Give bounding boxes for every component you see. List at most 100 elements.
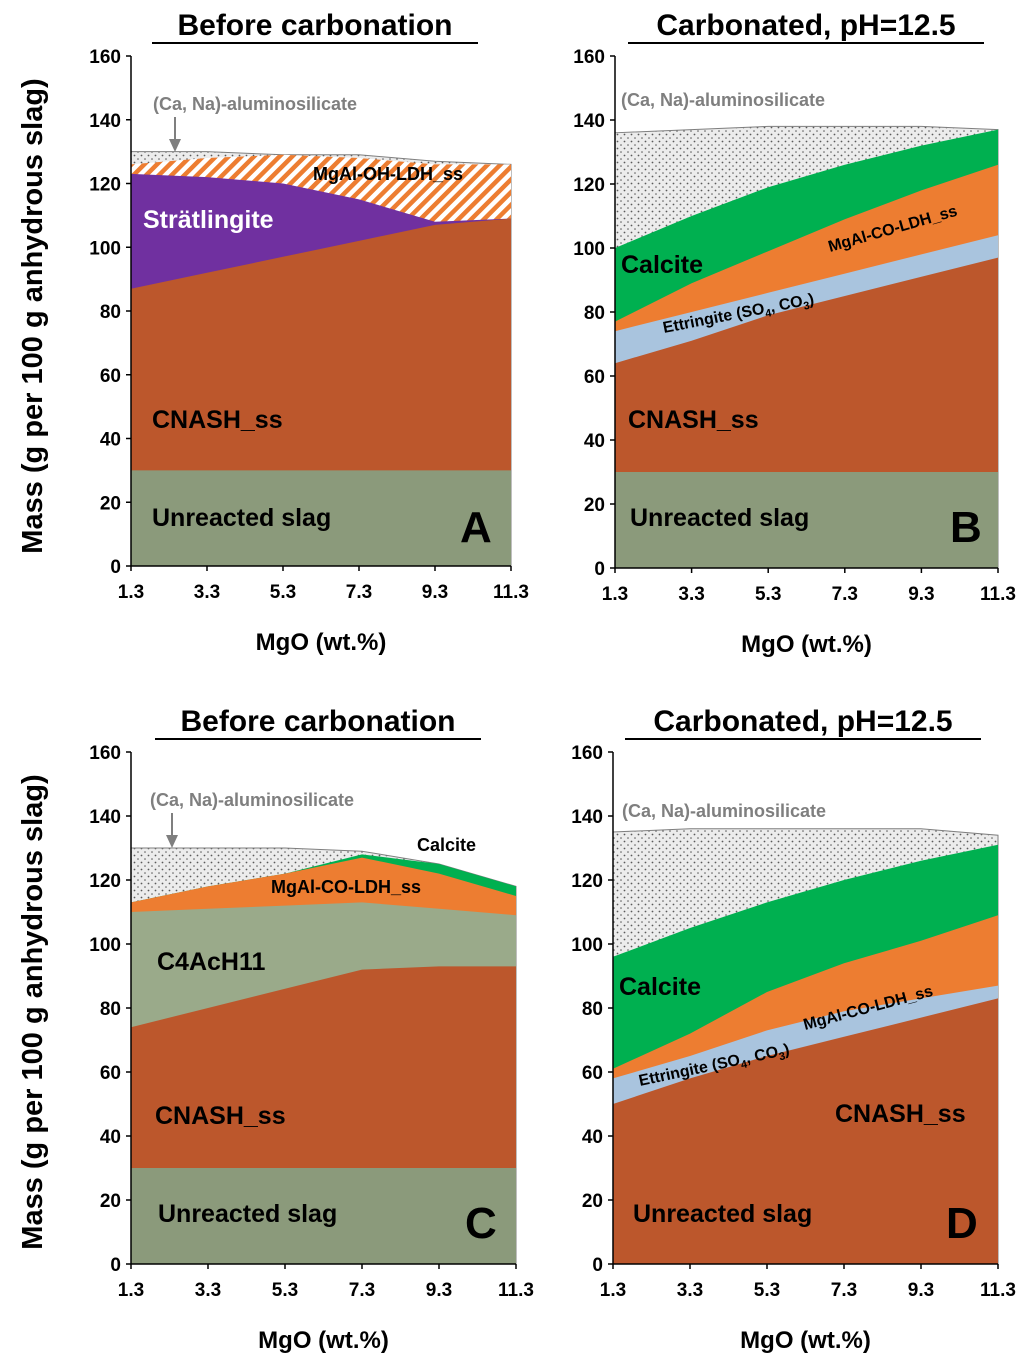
x-tick-label: 11.3 bbox=[493, 582, 529, 603]
panel-c-labels: Unreacted slag CNASH_ss C4AcH11 MgAl-CO-… bbox=[150, 790, 497, 1248]
panel-b-areas bbox=[614, 125, 999, 569]
y-tick-label: 120 bbox=[573, 175, 605, 196]
y-tick-label: 60 bbox=[582, 1063, 603, 1084]
y-tick-label: 0 bbox=[592, 1255, 603, 1276]
x-tick-label: 11.3 bbox=[980, 1280, 1016, 1301]
y-tick-label: 100 bbox=[89, 935, 121, 956]
y-tick-label: 20 bbox=[582, 1191, 603, 1212]
panel-letter-b: B bbox=[950, 503, 982, 552]
x-tick-label: 1.3 bbox=[118, 582, 144, 603]
x-tick-label: 9.3 bbox=[422, 582, 448, 603]
x-tick-label: 7.3 bbox=[346, 582, 372, 603]
y-tick-label: 80 bbox=[582, 999, 603, 1020]
y-tick-label: 40 bbox=[582, 1127, 603, 1148]
label-calcite: Calcite bbox=[621, 251, 703, 279]
y-tick-label: 100 bbox=[573, 239, 605, 260]
panel-a-labels: Unreacted slag CNASH_ss Strätlingite MgA… bbox=[143, 94, 492, 552]
x-axis-label: MgO (wt.%) bbox=[258, 1327, 389, 1354]
label-unreacted-slag: Unreacted slag bbox=[158, 1200, 337, 1228]
panel-b: Carbonated, pH=12.5 0 20 40 60 80 100 120 140 16… bbox=[573, 9, 1016, 658]
panel-letter-c: C bbox=[465, 1199, 497, 1248]
area-unreacted-slag bbox=[615, 472, 998, 568]
label-cnash: CNASH_ss bbox=[835, 1100, 966, 1128]
x-axis-label: MgO (wt.%) bbox=[740, 1327, 871, 1354]
x-tick-label: 5.3 bbox=[272, 1280, 298, 1301]
label-unreacted-slag: Unreacted slag bbox=[633, 1200, 812, 1228]
y-tick-label: 60 bbox=[100, 1063, 121, 1084]
panel-b-axes: 0 20 40 60 80 100 120 140 160 1.3 3.3 5.3 7.3 9.3 11.3… bbox=[573, 47, 1016, 658]
y-tick-label: 0 bbox=[594, 559, 605, 580]
label-ca-na-aluminosilicate: (Ca, Na)-aluminosilicate bbox=[621, 90, 825, 110]
label-cnash: CNASH_ss bbox=[628, 406, 759, 434]
y-tick-label: 120 bbox=[89, 175, 121, 196]
panel-d-axes: 0 20 40 60 80 100 120 140 160 1.3 3.3 5.3 7.3 9.3 11.3… bbox=[571, 743, 1016, 1354]
annotation-arrow-head bbox=[169, 139, 181, 152]
y-tick-label: 20 bbox=[100, 1191, 121, 1212]
x-axis-label: MgO (wt.%) bbox=[256, 629, 387, 656]
label-unreacted-slag: Unreacted slag bbox=[152, 504, 331, 532]
label-ca-na-aluminosilicate: (Ca, Na)-aluminosilicate bbox=[622, 801, 826, 821]
y-tick-label: 140 bbox=[89, 111, 121, 132]
label-mgal-co-ldh: MgAl-CO-LDH_ss bbox=[271, 877, 421, 897]
y-tick-label: 100 bbox=[89, 238, 121, 259]
x-tick-label: 9.3 bbox=[426, 1280, 452, 1301]
y-tick-label: 140 bbox=[573, 111, 605, 132]
y-tick-label: 140 bbox=[571, 807, 603, 828]
y-tick-label: 140 bbox=[89, 807, 121, 828]
x-tick-label: 3.3 bbox=[677, 1280, 703, 1301]
panel-letter-d: D bbox=[946, 1199, 978, 1248]
y-tick-label: 120 bbox=[89, 871, 121, 892]
x-tick-label: 11.3 bbox=[498, 1280, 534, 1301]
panel-c-axes: 0 20 40 60 80 100 120 140 160 1.3 3.3 5.3 7.3 9.3 11.3… bbox=[89, 743, 534, 1354]
x-tick-label: 5.3 bbox=[755, 584, 781, 605]
panel-a-axes: 0 20 40 60 80 100 120 140 160 1.3 3.3 5.3 7.3 9.3 11.3… bbox=[89, 47, 529, 656]
y-tick-label: 160 bbox=[571, 743, 603, 764]
label-calcite: Calcite bbox=[417, 835, 476, 855]
y-axis-label-top: Mass (g per 100 g anhydrous slag) bbox=[17, 78, 49, 553]
y-tick-label: 40 bbox=[584, 431, 605, 452]
y-tick-label: 60 bbox=[584, 367, 605, 388]
y-tick-label: 40 bbox=[100, 430, 121, 451]
y-tick-label: 80 bbox=[100, 302, 121, 323]
y-tick-label: 0 bbox=[110, 557, 121, 578]
area-unreacted-slag bbox=[131, 470, 511, 566]
y-tick-label: 40 bbox=[100, 1127, 121, 1148]
label-mgal-oh-ldh: MgAl-OH-LDH_ss bbox=[313, 164, 463, 184]
y-tick-label: 0 bbox=[110, 1255, 121, 1276]
label-calcite: Calcite bbox=[619, 973, 701, 1001]
x-axis-label: MgO (wt.%) bbox=[741, 631, 872, 658]
y-tick-label: 80 bbox=[100, 999, 121, 1020]
x-tick-label: 1.3 bbox=[600, 1280, 626, 1301]
x-tick-label: 1.3 bbox=[602, 584, 628, 605]
panel-c-areas bbox=[130, 847, 517, 1265]
y-tick-label: 20 bbox=[584, 495, 605, 516]
x-tick-label: 9.3 bbox=[908, 584, 934, 605]
area-unreacted-slag bbox=[131, 1168, 516, 1264]
x-tick-label: 9.3 bbox=[908, 1280, 934, 1301]
panel-c: Before carbonation 0 20 40 60 80 100 120 140 160… bbox=[89, 705, 534, 1354]
y-tick-label: 160 bbox=[89, 743, 121, 764]
panel-d-areas bbox=[612, 828, 999, 1265]
x-tick-label: 5.3 bbox=[754, 1280, 780, 1301]
x-tick-label: 3.3 bbox=[195, 1280, 221, 1301]
y-tick-label: 60 bbox=[100, 366, 121, 387]
y-tick-label: 120 bbox=[571, 871, 603, 892]
label-stratlingite: Strätlingite bbox=[143, 206, 274, 234]
annotation-ca-na-aluminosilicate: (Ca, Na)-aluminosilicate bbox=[150, 790, 354, 810]
area-cnash-ss bbox=[613, 998, 998, 1264]
panel-letter-a: A bbox=[460, 503, 492, 552]
label-c4ach11: C4AcH11 bbox=[157, 948, 265, 976]
y-tick-label: 80 bbox=[584, 303, 605, 324]
panel-a-title: Before carbonation bbox=[177, 9, 452, 42]
x-tick-label: 3.3 bbox=[194, 582, 220, 603]
y-axis-label-bottom: Mass (g per 100 g anhydrous slag) bbox=[17, 774, 49, 1249]
panel-a: Before carbonation 0 20 40 60 80 100 120 140 160… bbox=[89, 9, 529, 656]
annotation-ca-na-aluminosilicate: (Ca, Na)-aluminosilicate bbox=[153, 94, 357, 114]
panel-a-areas bbox=[130, 151, 512, 567]
panel-d: Carbonated, pH=12.5 0 20 40 60 80 100 120 140 16… bbox=[571, 705, 1016, 1354]
y-tick-label: 20 bbox=[100, 493, 121, 514]
panel-b-title: Carbonated, pH=12.5 bbox=[656, 9, 955, 42]
x-tick-label: 11.3 bbox=[980, 584, 1016, 605]
label-cnash: CNASH_ss bbox=[155, 1102, 286, 1130]
